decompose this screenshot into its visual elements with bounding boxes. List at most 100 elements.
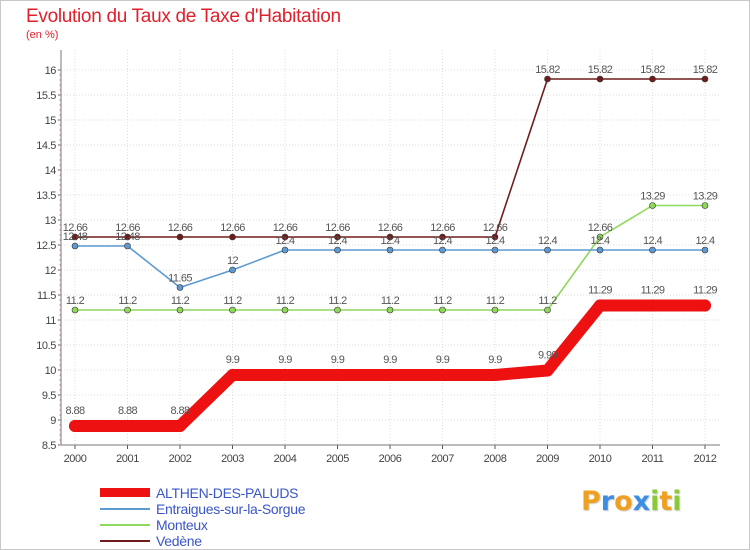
data-point <box>176 284 184 291</box>
logo-letter: P <box>581 486 601 517</box>
data-point <box>176 233 184 241</box>
data-label: 12.4 <box>380 235 399 247</box>
data-point <box>229 266 236 274</box>
data-point <box>649 246 656 254</box>
data-label: 12.66 <box>483 222 508 234</box>
data-point <box>436 369 449 381</box>
data-label: 13.29 <box>693 191 718 203</box>
data-label: 9.9 <box>383 354 397 366</box>
logo-letter: i <box>672 486 682 517</box>
data-point <box>69 420 81 432</box>
y-tick-label: 10.5 <box>36 340 56 352</box>
data-point <box>544 75 551 83</box>
data-label: 15.82 <box>640 64 665 76</box>
data-point <box>439 233 446 241</box>
data-point <box>386 246 394 254</box>
x-tick-label: 2010 <box>589 453 612 465</box>
data-point <box>386 306 394 314</box>
data-point <box>594 299 606 312</box>
data-point <box>176 306 184 314</box>
data-label: 8.88 <box>170 405 189 417</box>
data-point <box>596 75 604 83</box>
chart-unit-label: (en %) <box>26 29 59 41</box>
x-tick-label: 2005 <box>326 453 349 465</box>
data-point <box>701 202 709 209</box>
legend-swatch <box>100 524 150 526</box>
data-label: 9.99 <box>538 350 557 362</box>
data-label: 12.4 <box>275 235 294 247</box>
data-label: 11.2 <box>223 295 242 307</box>
y-tick-label: 8.5 <box>42 440 56 452</box>
x-tick-label: 2001 <box>116 453 139 465</box>
y-tick-label: 16 <box>45 65 57 77</box>
data-label: 12.4 <box>538 235 557 247</box>
data-point <box>71 233 79 241</box>
x-tick-label: 2012 <box>694 453 717 465</box>
x-tick-label: 2007 <box>431 453 454 465</box>
data-label: 15.82 <box>693 64 718 76</box>
data-label: 11.2 <box>276 295 295 307</box>
y-tick-label: 12 <box>45 265 57 277</box>
data-point <box>281 306 289 314</box>
data-label: 11.2 <box>171 295 190 307</box>
y-tick-label: 14.5 <box>36 140 56 152</box>
data-point <box>121 420 134 432</box>
data-label: 11.2 <box>328 295 347 307</box>
data-label: 13.29 <box>640 191 665 203</box>
data-label: 12.4 <box>328 235 347 247</box>
data-label: 12.4 <box>590 235 609 247</box>
data-point <box>386 233 394 241</box>
x-tick-label: 2003 <box>221 453 244 465</box>
data-label: 11.2 <box>486 295 505 307</box>
data-point <box>544 246 551 254</box>
legend-label: Monteux <box>156 517 208 533</box>
data-point <box>334 306 341 314</box>
x-tick-label: 2006 <box>379 453 402 465</box>
data-point <box>124 242 131 250</box>
data-label: 12.66 <box>63 222 88 234</box>
y-tick-label: 11.5 <box>37 290 56 302</box>
data-point <box>71 306 79 314</box>
data-point <box>229 233 236 241</box>
logo-letter: x <box>632 486 651 517</box>
logo-letter: i <box>650 486 660 517</box>
data-point <box>596 233 604 241</box>
data-label: 12.48 <box>115 231 140 243</box>
y-tick-label: 15.5 <box>36 90 56 102</box>
data-point <box>124 306 131 314</box>
y-tick-label: 11 <box>45 315 56 327</box>
data-label: 9.9 <box>226 354 240 366</box>
data-label: 9.9 <box>331 354 345 366</box>
legend-label: Vedène <box>156 533 202 549</box>
data-point <box>226 369 239 381</box>
data-label: 9.9 <box>278 354 292 366</box>
data-label: 12.4 <box>643 235 662 247</box>
logo-letter: t <box>659 486 673 517</box>
y-tick-label: 9 <box>50 415 56 427</box>
legend-label: Entraigues-sur-la-Sorgue <box>156 501 306 517</box>
proxiti-logo: Proxiti <box>581 486 682 517</box>
data-point <box>491 233 499 241</box>
data-point <box>489 369 501 381</box>
y-tick-label: 13.5 <box>36 190 56 202</box>
data-label: 15.82 <box>535 64 560 76</box>
data-label: 12.4 <box>433 235 452 247</box>
data-label: 11.2 <box>538 295 557 307</box>
data-label: 12.4 <box>695 235 714 247</box>
data-label: 12.66 <box>378 222 403 234</box>
data-label: 12 <box>227 255 239 267</box>
logo-letter: o <box>614 486 633 517</box>
legend-swatch <box>100 488 150 497</box>
x-tick-label: 2002 <box>169 453 192 465</box>
chart-title: Evolution du Taux de Taxe d'Habitation <box>26 6 341 27</box>
y-tick-label: 15 <box>45 115 57 127</box>
data-point <box>124 233 131 241</box>
data-label: 12.66 <box>115 222 140 234</box>
data-label: 12.48 <box>63 231 88 243</box>
data-label: 11.65 <box>168 273 192 285</box>
data-point <box>491 306 499 314</box>
data-label: 12.66 <box>168 222 193 234</box>
data-point <box>649 202 656 209</box>
legend-label: ALTHEN-DES-PALUDS <box>156 485 299 501</box>
